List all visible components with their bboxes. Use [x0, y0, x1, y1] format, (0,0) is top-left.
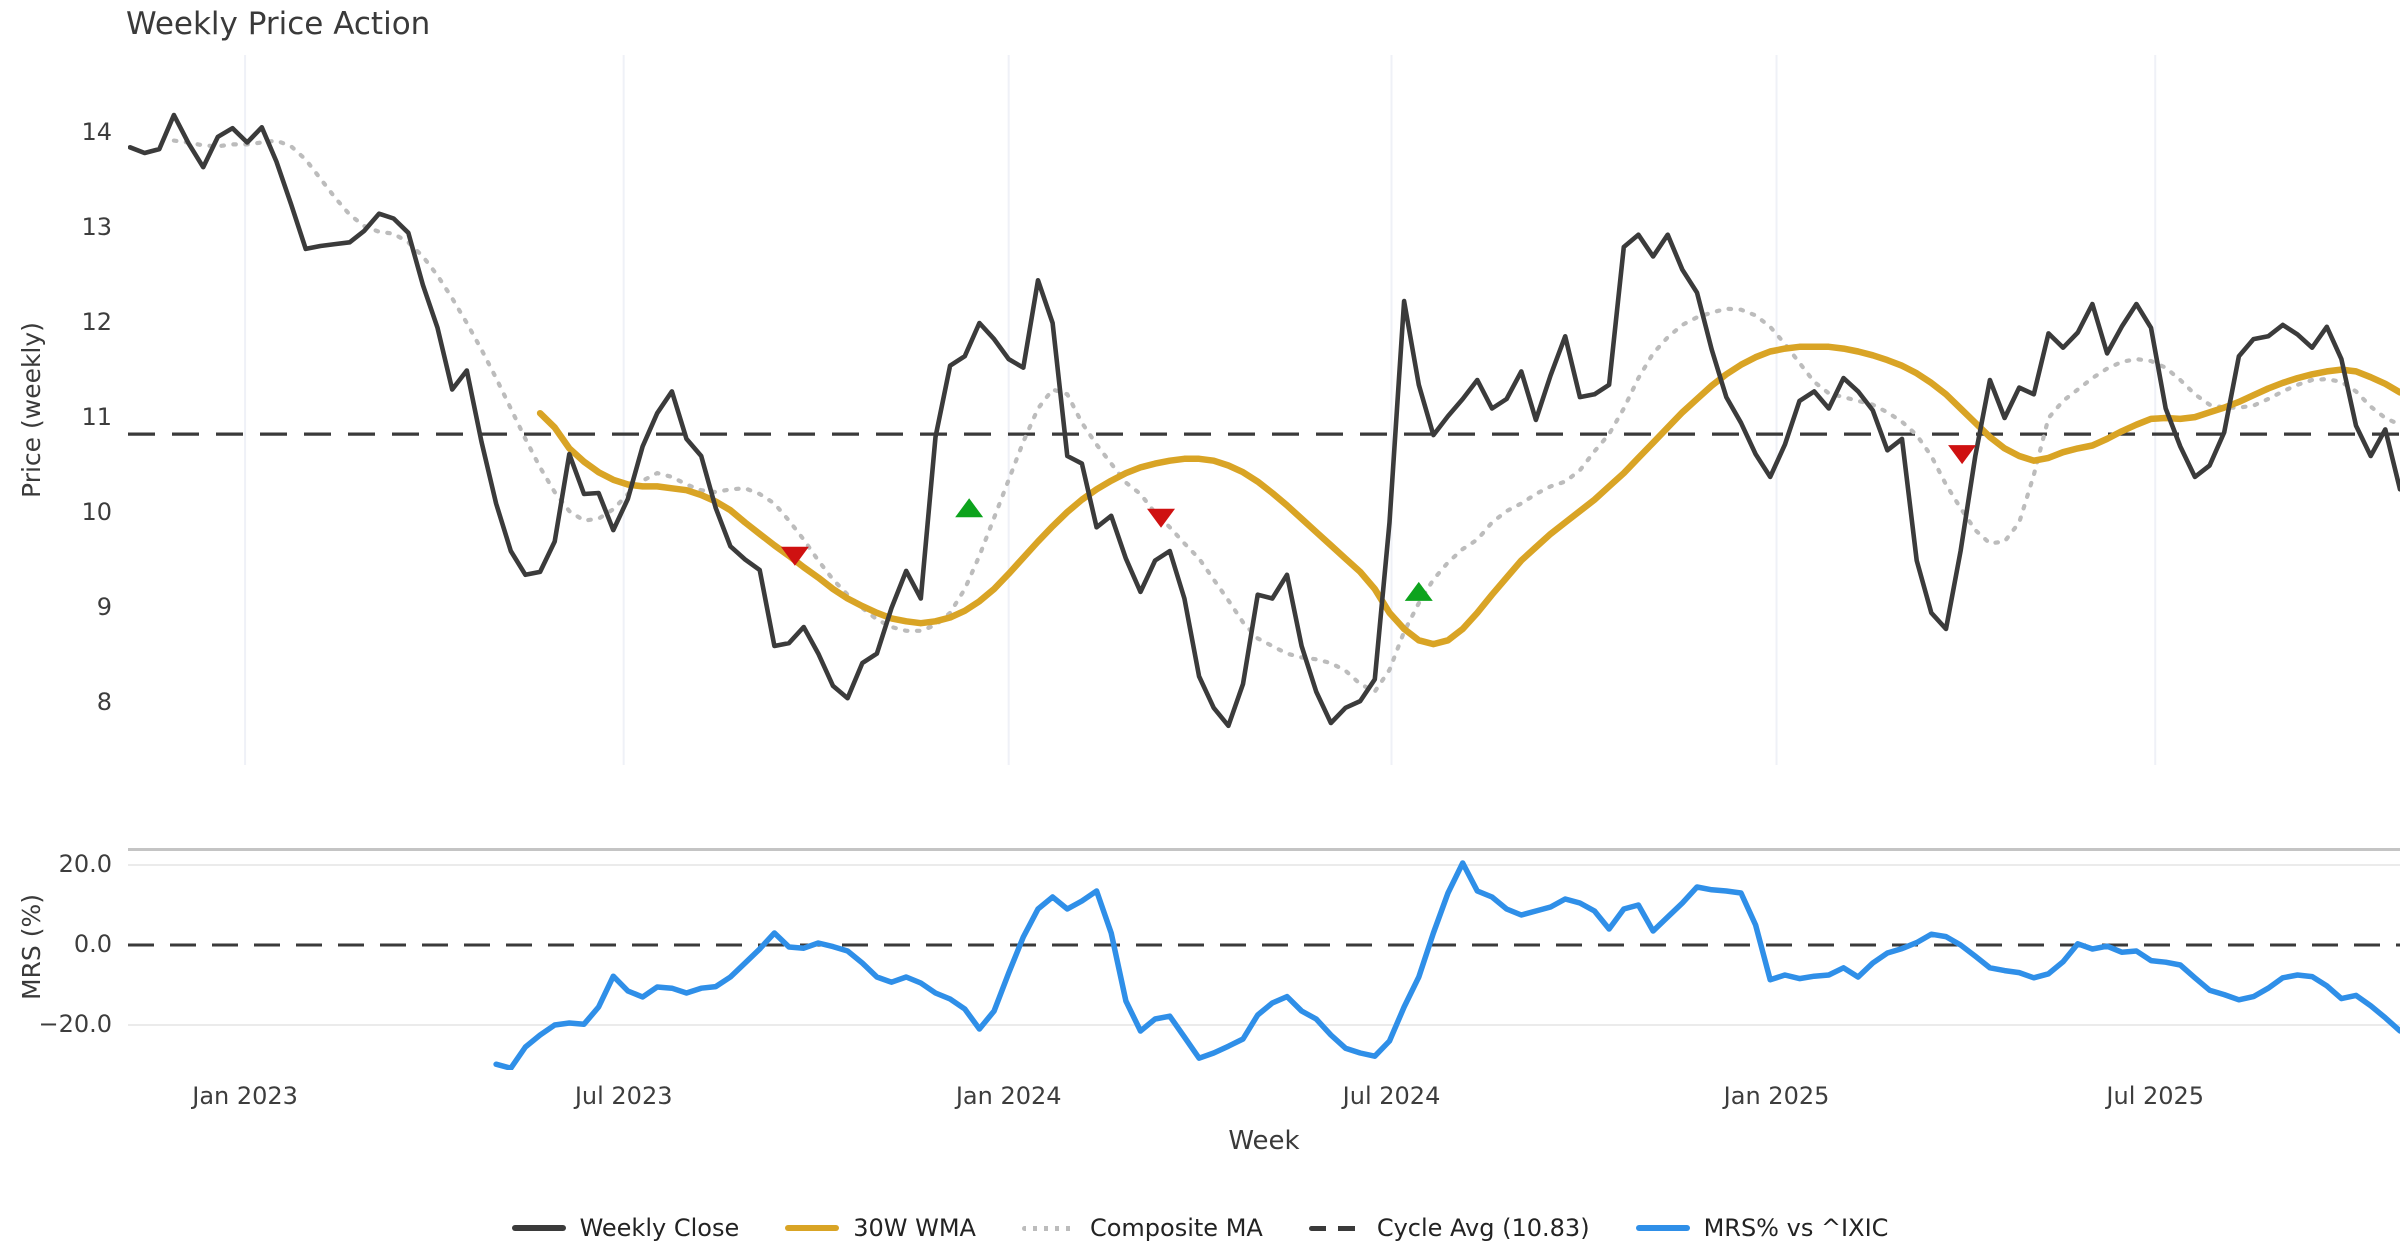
price-chart-svg — [128, 55, 2400, 765]
legend-label: Cycle Avg (10.83) — [1376, 1214, 1590, 1242]
x-tick-label: Jul 2025 — [2106, 1082, 2205, 1110]
legend-item-cycle-avg: Cycle Avg (10.83) — [1308, 1214, 1590, 1242]
price-tick-label: 12 — [81, 308, 112, 336]
x-tick-label: Jan 2025 — [1723, 1082, 1830, 1110]
x-axis-title: Week — [1228, 1126, 1300, 1156]
legend-item-composite-ma: Composite MA — [1021, 1214, 1263, 1242]
x-tick-label: Jul 2024 — [1342, 1082, 1441, 1110]
legend-label: MRS% vs ^IXIC — [1703, 1214, 1889, 1242]
cycle-avg-line-swatch-icon — [1308, 1225, 1363, 1231]
price-tick-label: 9 — [96, 593, 112, 621]
mrs-chart-svg — [128, 848, 2400, 1070]
weekly-close-line-swatch-icon — [511, 1225, 566, 1231]
mrs-tick-label: 0.0 — [73, 930, 112, 958]
legend-item-weekly-close: Weekly Close — [511, 1214, 740, 1242]
price-tick-label: 10 — [81, 498, 112, 526]
legend-label: Weekly Close — [579, 1214, 740, 1242]
price-tick-label: 14 — [81, 118, 112, 146]
mrs-tick-label: 20.0 — [58, 850, 112, 878]
mrs-panel — [128, 848, 2400, 1070]
x-tick-label: Jan 2023 — [192, 1082, 298, 1110]
legend-item-30w-wma: 30W WMA — [785, 1214, 976, 1242]
legend-label: 30W WMA — [853, 1214, 976, 1242]
x-tick-label: Jul 2023 — [574, 1082, 673, 1110]
wma-line-swatch-icon — [785, 1225, 840, 1231]
chart-title: Weekly Price Action — [126, 6, 431, 42]
mrs-line-swatch-icon — [1635, 1225, 1690, 1231]
x-tick-label: Jan 2024 — [955, 1082, 1062, 1110]
price-tick-label: 13 — [81, 213, 112, 241]
price-tick-label: 11 — [81, 403, 112, 431]
mrs-tick-label: −20.0 — [38, 1010, 112, 1038]
legend-item-mrs: MRS% vs ^IXIC — [1635, 1214, 1889, 1242]
legend: Weekly Close 30W WMA Composite MA Cycle … — [0, 1202, 2400, 1254]
price-panel — [128, 55, 2400, 765]
legend-label: Composite MA — [1089, 1214, 1263, 1242]
composite-ma-line-swatch-icon — [1021, 1225, 1076, 1231]
price-tick-label: 8 — [96, 688, 112, 716]
